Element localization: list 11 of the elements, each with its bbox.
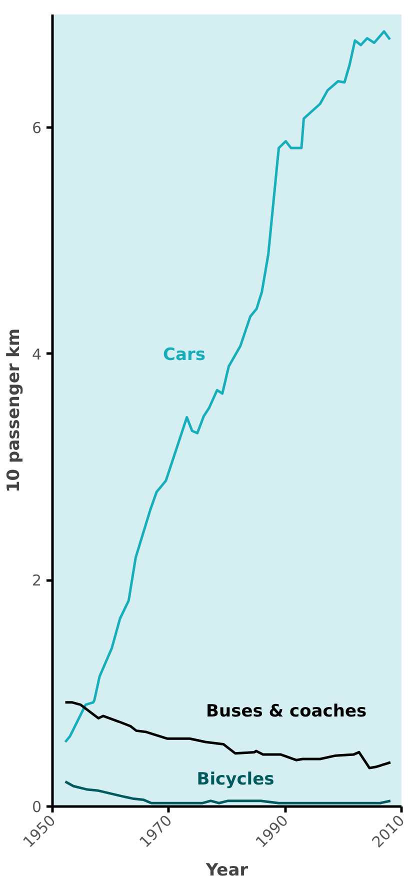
y-tick-label: 6 <box>32 119 42 138</box>
series-label: Bicycles <box>196 770 274 790</box>
y-tick-label: 4 <box>32 345 42 364</box>
x-axis-title: Year <box>204 860 249 880</box>
y-axis-title: 10 passenger km <box>4 328 24 493</box>
series-label: Buses & coaches <box>206 702 367 722</box>
y-tick-label: 0 <box>32 798 42 816</box>
line-series <box>64 30 392 744</box>
line-series <box>64 701 392 770</box>
y-tick-label: 2 <box>32 572 42 590</box>
series-label: Cars <box>163 345 206 366</box>
